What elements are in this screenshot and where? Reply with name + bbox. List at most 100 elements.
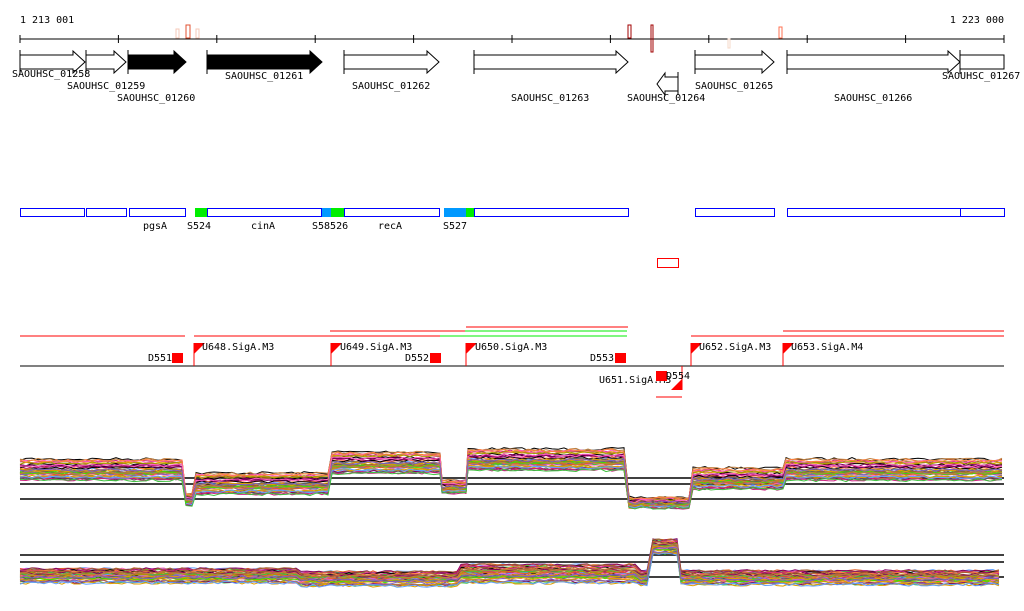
tss-label: U648.SigA.M3 [202, 342, 274, 353]
terminator-icon [615, 353, 626, 363]
expression-profile[interactable] [19, 542, 1000, 579]
gene-SAOUHSC_01261[interactable]: SAOUHSC_01261 [206, 49, 323, 82]
coordinate-ruler: 1 213 001 1 223 000 [19, 15, 1005, 53]
gene-arrow[interactable] [656, 71, 679, 97]
gene-arrow[interactable] [786, 49, 961, 75]
ruler-end-label: 1 223 000 [950, 15, 1004, 26]
feature-track: pgsA S524 cinA S58526 recA S527 [20, 208, 1005, 268]
terminator-icon [172, 353, 183, 363]
gene-SAOUHSC_01258[interactable]: SAOUHSC_01258 [12, 49, 90, 80]
terminator-icon [656, 371, 667, 381]
gene-arrow[interactable] [473, 49, 629, 75]
gene-SAOUHSC_01265[interactable]: SAOUHSC_01265 [694, 49, 775, 92]
terminator-icon [430, 353, 441, 363]
tss-label: U651.SigA.M3 [599, 375, 671, 386]
ruler-marker[interactable] [778, 26, 783, 39]
ruler-marker[interactable] [175, 28, 180, 39]
tss-label: U652.SigA.M3 [699, 342, 771, 353]
expression-profile[interactable] [19, 548, 1000, 585]
terminator-marker[interactable]: D552 [405, 353, 441, 364]
gene-arrow[interactable] [343, 49, 440, 75]
feature-site[interactable] [444, 208, 466, 217]
expression-track [19, 446, 1004, 588]
gene-label: SAOUHSC_01258 [12, 69, 90, 80]
expression-profile[interactable] [19, 552, 1000, 588]
gene-arrow[interactable] [19, 49, 86, 75]
gene-label: SAOUHSC_01263 [511, 93, 589, 104]
gene-arrow[interactable] [959, 54, 1005, 70]
gene-arrow[interactable] [694, 49, 775, 75]
feature-site[interactable] [331, 208, 344, 217]
feature-box[interactable] [129, 208, 186, 217]
feature-site[interactable] [195, 208, 207, 217]
tss-flag[interactable]: U651.SigA.M3 [599, 366, 683, 390]
feature-label: cinA [251, 221, 275, 232]
flag-icon [691, 343, 702, 354]
gene-label: SAOUHSC_01266 [834, 93, 912, 104]
feature-box[interactable] [86, 208, 127, 217]
gene-SAOUHSC_01263[interactable]: SAOUHSC_01263 [473, 49, 629, 104]
terminator-marker[interactable]: D554 [656, 371, 690, 382]
ruler-marker[interactable] [727, 38, 731, 49]
feature-site[interactable] [321, 208, 331, 217]
gene-label: SAOUHSC_01260 [117, 93, 195, 104]
gene-SAOUHSC_01262[interactable]: SAOUHSC_01262 [343, 49, 440, 92]
gene-SAOUHSC_01264[interactable]: SAOUHSC_01264 [627, 71, 705, 104]
expression-profile[interactable] [19, 538, 1000, 575]
tss-flag[interactable]: U649.SigA.M3 [330, 342, 412, 366]
gene-SAOUHSC_01259[interactable]: SAOUHSC_01259 [67, 49, 145, 92]
feature-red-box[interactable] [657, 258, 679, 268]
flag-icon [331, 343, 342, 354]
tss-label: U653.SigA.M4 [791, 342, 863, 353]
terminator-label: D552 [405, 353, 429, 364]
gene-SAOUHSC_01266[interactable]: SAOUHSC_01266 [786, 49, 961, 104]
gene-arrow[interactable] [127, 49, 187, 75]
feature-box[interactable] [207, 208, 322, 217]
terminator-label: D551 [148, 353, 172, 364]
flag-icon [671, 379, 682, 390]
feature-label: S524 [187, 221, 211, 232]
feature-label: pgsA [143, 221, 167, 232]
feature-label: S58526 [312, 221, 348, 232]
feature-box[interactable] [20, 208, 85, 217]
gene-label: SAOUHSC_01262 [352, 81, 430, 92]
feature-box[interactable] [960, 208, 1005, 217]
gene-label: SAOUHSC_01261 [225, 71, 303, 82]
tss-flag[interactable]: U648.SigA.M3 [193, 342, 274, 366]
ruler-start-label: 1 213 001 [20, 15, 74, 26]
tss-label: U649.SigA.M3 [340, 342, 412, 353]
expression-profile[interactable] [19, 458, 1003, 505]
feature-box[interactable] [695, 208, 775, 217]
tss-label: U650.SigA.M3 [475, 342, 547, 353]
terminator-marker[interactable]: D551 [148, 353, 183, 364]
flag-icon [466, 343, 477, 354]
ruler-marker[interactable] [650, 24, 654, 53]
tss-flag[interactable]: U650.SigA.M3 [465, 342, 547, 366]
gene-SAOUHSC_01267[interactable]: SAOUHSC_01267 [942, 50, 1020, 82]
flag-icon [783, 343, 794, 354]
gene-label: SAOUHSC_01265 [695, 81, 773, 92]
tss-flag[interactable]: U653.SigA.M4 [782, 342, 863, 366]
ruler-marker[interactable] [627, 24, 632, 39]
gene-label: SAOUHSC_01264 [627, 93, 705, 104]
gene-label: SAOUHSC_01259 [67, 81, 145, 92]
terminator-label: D554 [666, 371, 690, 382]
terminator-marker[interactable]: D553 [590, 353, 626, 364]
terminator-label: D553 [590, 353, 614, 364]
gene-SAOUHSC_01260[interactable]: SAOUHSC_01260 [117, 49, 195, 104]
gene-arrow[interactable] [85, 49, 127, 75]
gene-label: SAOUHSC_01267 [942, 71, 1020, 82]
feature-site[interactable] [466, 208, 474, 217]
feature-box[interactable] [787, 208, 961, 217]
ruler-marker[interactable] [195, 28, 200, 39]
expression-profile[interactable] [19, 546, 999, 583]
flag-icon [194, 343, 205, 354]
ruler-marker[interactable] [185, 24, 191, 39]
feature-box[interactable] [344, 208, 440, 217]
feature-box[interactable] [474, 208, 629, 217]
gene-arrow[interactable] [206, 49, 323, 75]
tss-flag[interactable]: U652.SigA.M3 [690, 342, 771, 366]
transcript-track: U648.SigA.M3 U649.SigA.M3 U650.SigA.M3 U651… [20, 326, 1004, 398]
